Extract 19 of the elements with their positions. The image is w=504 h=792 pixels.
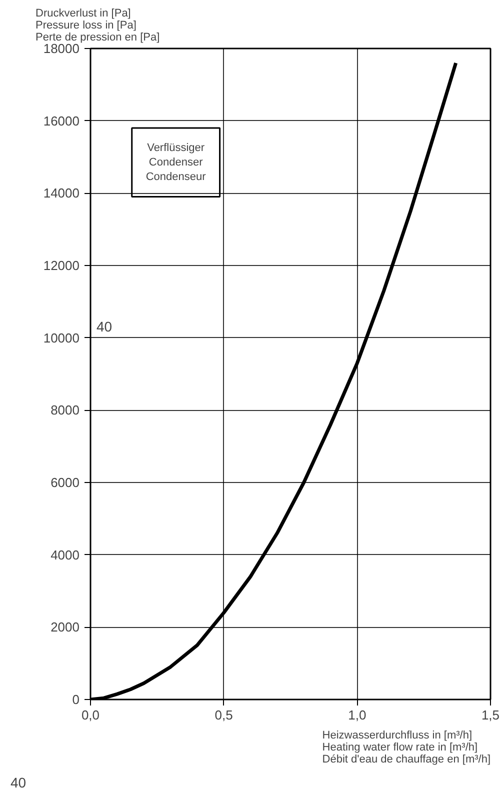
x-tick-label: 1,5 bbox=[481, 708, 500, 722]
y-tick-label: 16000 bbox=[43, 113, 80, 128]
y-axis-title: Druckverlust in [Pa] Pressure loss in [Pa] Perte de pression en [Pa] bbox=[36, 8, 160, 44]
y-tick-label: 6000 bbox=[50, 475, 80, 490]
annotation: 40 bbox=[96, 318, 112, 335]
x-tick-label: 0,0 bbox=[81, 708, 100, 722]
annotation: Verflüssiger Condenser Condenseur bbox=[146, 142, 206, 183]
text: 40 bbox=[10, 774, 26, 790]
y-tick-label: 10000 bbox=[43, 330, 80, 346]
y-tick-label: 12000 bbox=[43, 258, 80, 273]
y-tick-label: 4000 bbox=[50, 547, 80, 562]
y-tick-label: 0 bbox=[72, 692, 80, 707]
y-tick-label: 8000 bbox=[50, 402, 80, 418]
x-axis-title: Heizwasserdurchfluss in [m³/h] Heating water flow rate in [m³/h] Débit d'eau de chauffage en [m³/h] bbox=[322, 730, 490, 766]
x-tick-label: 0,5 bbox=[214, 708, 233, 722]
y-tick-label: 14000 bbox=[43, 186, 80, 201]
y-tick-label: 18000 bbox=[43, 41, 80, 56]
y-tick-label: 2000 bbox=[50, 620, 80, 635]
x-tick-label: 1,0 bbox=[348, 708, 366, 722]
